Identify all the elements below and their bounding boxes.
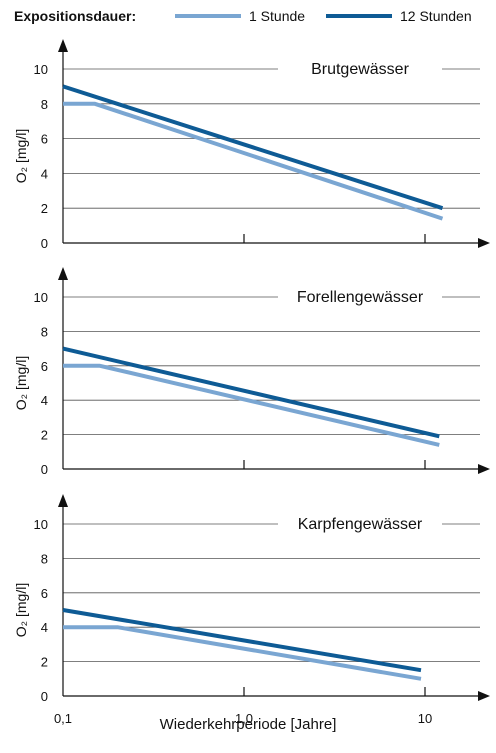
legend-swatch-1-stunde xyxy=(175,14,241,18)
chart3-y-tick-label-6: 6 xyxy=(41,586,48,601)
chart2-series-12-stunden xyxy=(62,346,440,439)
chart3-x-tick-label-1-0: 1,0 xyxy=(235,711,253,726)
legend-item-1-stunde: 1 Stunde xyxy=(175,8,305,24)
chart3-y-tick-label-10: 10 xyxy=(34,517,48,532)
chart1-y-tick-label-0: 0 xyxy=(41,236,48,251)
chart1-y-tick-label-8: 8 xyxy=(41,97,48,112)
legend-label-1-stunde: 1 Stunde xyxy=(249,8,306,24)
chart3-y-tick-label-0: 0 xyxy=(41,689,48,704)
chart1-y-tick-label-6: 6 xyxy=(41,132,48,147)
chart3-x-axis-arrow xyxy=(478,691,490,701)
chart3-y-tick-label-4: 4 xyxy=(41,620,48,635)
chart2-y-tick-label-0: 0 xyxy=(41,462,48,477)
chart3-y-axis-label: O₂ [mg/l] xyxy=(13,583,29,637)
chart3-title-background xyxy=(278,513,442,535)
chart2-series-1-stunde xyxy=(63,363,440,447)
chart3-x-tick-label-0-1: 0,1 xyxy=(54,711,72,726)
chart1-x-axis-arrow xyxy=(478,238,490,248)
chart2-y-tick-label-10: 10 xyxy=(34,290,48,305)
chart3-title: Karpfengewässer xyxy=(298,516,423,533)
chart1-series-12-stunden xyxy=(62,84,444,211)
chart3-series-12-stunden xyxy=(62,608,422,673)
chart2-y-tick-label-2: 2 xyxy=(41,428,48,443)
legend-item-12-stunden: 12 Stunden xyxy=(326,8,472,24)
chart2-y-tick-label-8: 8 xyxy=(41,324,48,339)
chart2-x-axis-arrow xyxy=(478,464,490,474)
chart1-y-tick-label-4: 4 xyxy=(41,166,48,181)
legend: Expositionsdauer: 1 Stunde 12 Stunden xyxy=(0,0,496,36)
x-axis-label: Wiederkehrperiode [Jahre] xyxy=(159,716,337,733)
chart3-x-tick-label-10: 10 xyxy=(418,711,432,726)
chart1-title-background xyxy=(278,58,442,80)
chart2-title: Forellengewässer xyxy=(297,289,424,306)
chart2-y-axis-arrow xyxy=(58,267,68,280)
chart1-y-tick-label-2: 2 xyxy=(41,201,48,216)
chart3-y-tick-label-2: 2 xyxy=(41,655,48,670)
chart2-y-axis-label: O₂ [mg/l] xyxy=(13,356,29,410)
chart3-y-axis-arrow xyxy=(58,494,68,507)
legend-label-12-stunden: 12 Stunden xyxy=(400,8,472,24)
legend-title: Expositionsdauer: xyxy=(14,8,137,24)
chart2-y-tick-label-4: 4 xyxy=(41,393,48,408)
chart3-y-tick-label-8: 8 xyxy=(41,551,48,566)
chart2-title-background xyxy=(278,286,442,308)
chart1-y-axis-arrow xyxy=(58,39,68,52)
chart2-y-tick-label-6: 6 xyxy=(41,359,48,374)
chart1-title: Brutgewässer xyxy=(311,61,409,78)
chart1-series-1-stunde xyxy=(63,101,444,221)
chart3-series-1-stunde xyxy=(63,625,422,681)
chart1-y-tick-label-10: 10 xyxy=(34,62,48,77)
legend-swatch-12-stunden xyxy=(326,14,392,18)
chart1-y-axis-label: O₂ [mg/l] xyxy=(13,129,29,183)
